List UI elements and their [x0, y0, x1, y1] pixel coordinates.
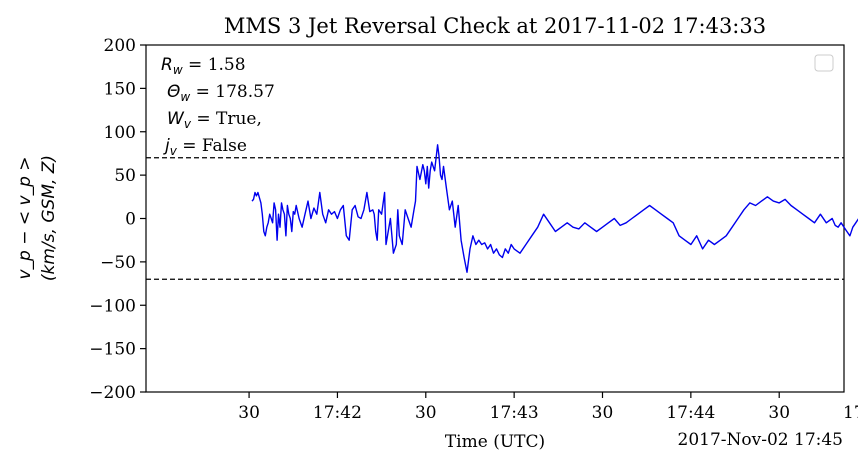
- y-axis-label-line2: (km/s, GSM, Z): [39, 155, 59, 281]
- annotation-line: Θw = 178.57: [167, 82, 275, 104]
- y-tick-label: 0: [125, 210, 136, 230]
- threshold-lines: [146, 157, 844, 280]
- y-tick-label: 200: [104, 36, 136, 56]
- y-tick-label: 100: [104, 123, 136, 143]
- x-offset-label: 2017-Nov-02 17:45: [678, 430, 844, 450]
- x-axis-label: Time (UTC): [445, 432, 545, 452]
- x-tick-label: 30: [592, 403, 614, 423]
- annotation-line: Rw = 1.58: [161, 55, 246, 77]
- y-tick-label: 150: [104, 79, 136, 99]
- y-tick-label: −150: [89, 340, 136, 360]
- annotation-line: Wv = True,: [167, 109, 262, 131]
- y-tick-label: −200: [89, 383, 136, 403]
- y-axis-label: v_p − < v_p > (km/s, GSM, Z): [15, 155, 59, 281]
- y-axis: 200 150 100 50 0 −50 −100 −150 −200: [89, 36, 146, 403]
- x-tick-label: 17:42: [313, 403, 362, 423]
- x-tick-label: 17:43: [490, 403, 539, 423]
- annotation-line: jv = False: [163, 136, 247, 158]
- stats-annotation: Rw = 1.58 Θw = 178.57 Wv = True, jv = False: [161, 55, 275, 158]
- x-tick-label: 30: [768, 403, 790, 423]
- series-line: [251, 144, 858, 273]
- y-axis-label-line1: v_p − < v_p >: [15, 156, 35, 279]
- x-tick-label: 17:44: [666, 403, 715, 423]
- x-tick-label: 30: [415, 403, 437, 423]
- legend-box: [814, 54, 834, 72]
- y-tick-label: 50: [114, 166, 136, 186]
- chart-title: MMS 3 Jet Reversal Check at 2017-11-02 1…: [224, 14, 766, 38]
- y-tick-label: −50: [100, 253, 136, 273]
- y-tick-label: −100: [89, 296, 136, 316]
- x-tick-label: 17:45: [843, 403, 858, 423]
- x-tick-label: 30: [238, 403, 260, 423]
